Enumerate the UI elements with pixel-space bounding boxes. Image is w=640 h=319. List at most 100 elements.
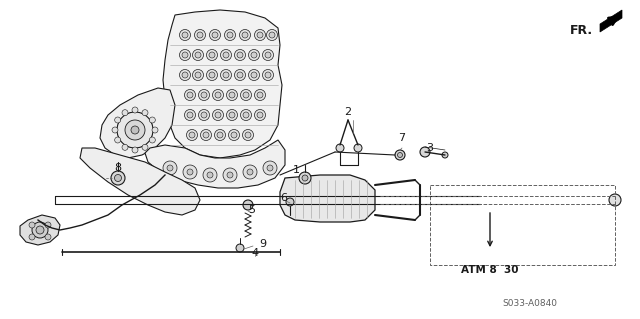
Circle shape bbox=[227, 109, 237, 121]
Circle shape bbox=[179, 49, 191, 61]
Polygon shape bbox=[600, 10, 622, 32]
Circle shape bbox=[286, 198, 294, 206]
Text: 9: 9 bbox=[259, 239, 267, 249]
Circle shape bbox=[223, 72, 229, 78]
Circle shape bbox=[200, 130, 211, 140]
Circle shape bbox=[122, 144, 128, 150]
Circle shape bbox=[152, 127, 158, 133]
Circle shape bbox=[397, 152, 403, 158]
Circle shape bbox=[112, 127, 118, 133]
Circle shape bbox=[201, 92, 207, 98]
Circle shape bbox=[197, 32, 203, 38]
Circle shape bbox=[248, 70, 259, 80]
Circle shape bbox=[266, 29, 278, 41]
Circle shape bbox=[420, 147, 430, 157]
Circle shape bbox=[243, 165, 257, 179]
Text: S033-A0840: S033-A0840 bbox=[502, 300, 557, 308]
Circle shape bbox=[223, 168, 237, 182]
Circle shape bbox=[29, 222, 35, 228]
Circle shape bbox=[609, 194, 621, 206]
Circle shape bbox=[265, 72, 271, 78]
Circle shape bbox=[262, 70, 273, 80]
Circle shape bbox=[203, 132, 209, 138]
Circle shape bbox=[117, 112, 153, 148]
Circle shape bbox=[257, 92, 263, 98]
Circle shape bbox=[187, 112, 193, 118]
Text: 7: 7 bbox=[399, 133, 406, 143]
Circle shape bbox=[257, 112, 263, 118]
Circle shape bbox=[203, 168, 217, 182]
Circle shape bbox=[257, 32, 263, 38]
Polygon shape bbox=[163, 10, 282, 158]
Circle shape bbox=[227, 90, 237, 100]
Circle shape bbox=[231, 132, 237, 138]
Circle shape bbox=[212, 109, 223, 121]
Circle shape bbox=[132, 147, 138, 153]
Circle shape bbox=[215, 92, 221, 98]
Polygon shape bbox=[280, 175, 375, 222]
Circle shape bbox=[241, 109, 252, 121]
Circle shape bbox=[336, 144, 344, 152]
Circle shape bbox=[198, 109, 209, 121]
Circle shape bbox=[229, 92, 235, 98]
Circle shape bbox=[182, 72, 188, 78]
Circle shape bbox=[234, 70, 246, 80]
Circle shape bbox=[184, 109, 195, 121]
Circle shape bbox=[243, 92, 249, 98]
Circle shape bbox=[182, 32, 188, 38]
Circle shape bbox=[265, 52, 271, 58]
Circle shape bbox=[227, 172, 233, 178]
Circle shape bbox=[243, 200, 253, 210]
Circle shape bbox=[111, 171, 125, 185]
Circle shape bbox=[237, 52, 243, 58]
Circle shape bbox=[255, 90, 266, 100]
Circle shape bbox=[149, 137, 156, 143]
Text: 1: 1 bbox=[292, 165, 300, 175]
Circle shape bbox=[442, 152, 448, 158]
Circle shape bbox=[221, 49, 232, 61]
Text: FR.: FR. bbox=[570, 24, 593, 36]
Circle shape bbox=[255, 29, 266, 41]
Circle shape bbox=[45, 234, 51, 240]
Circle shape bbox=[207, 172, 213, 178]
Circle shape bbox=[132, 107, 138, 113]
Bar bbox=[430, 185, 615, 265]
Circle shape bbox=[179, 29, 191, 41]
Circle shape bbox=[195, 29, 205, 41]
Circle shape bbox=[209, 72, 215, 78]
Polygon shape bbox=[20, 215, 60, 245]
Circle shape bbox=[247, 169, 253, 175]
Circle shape bbox=[209, 29, 221, 41]
Text: 8: 8 bbox=[115, 163, 122, 173]
Circle shape bbox=[223, 52, 229, 58]
Circle shape bbox=[302, 175, 308, 181]
Circle shape bbox=[212, 32, 218, 38]
Circle shape bbox=[209, 52, 215, 58]
Circle shape bbox=[189, 132, 195, 138]
Circle shape bbox=[122, 110, 128, 116]
Circle shape bbox=[237, 72, 243, 78]
Circle shape bbox=[243, 112, 249, 118]
Circle shape bbox=[212, 90, 223, 100]
Circle shape bbox=[149, 117, 156, 123]
Circle shape bbox=[225, 29, 236, 41]
Circle shape bbox=[229, 112, 235, 118]
Circle shape bbox=[217, 132, 223, 138]
Polygon shape bbox=[80, 148, 200, 215]
Circle shape bbox=[125, 120, 145, 140]
Circle shape bbox=[186, 130, 198, 140]
Circle shape bbox=[187, 169, 193, 175]
Text: 5: 5 bbox=[248, 205, 255, 215]
Circle shape bbox=[227, 32, 233, 38]
Circle shape bbox=[255, 109, 266, 121]
Text: 3: 3 bbox=[426, 143, 433, 153]
Polygon shape bbox=[145, 140, 285, 188]
Circle shape bbox=[163, 161, 177, 175]
Circle shape bbox=[245, 132, 251, 138]
Circle shape bbox=[115, 137, 121, 143]
Circle shape bbox=[248, 49, 259, 61]
Circle shape bbox=[32, 222, 48, 238]
Circle shape bbox=[215, 112, 221, 118]
Circle shape bbox=[236, 244, 244, 252]
Circle shape bbox=[193, 70, 204, 80]
